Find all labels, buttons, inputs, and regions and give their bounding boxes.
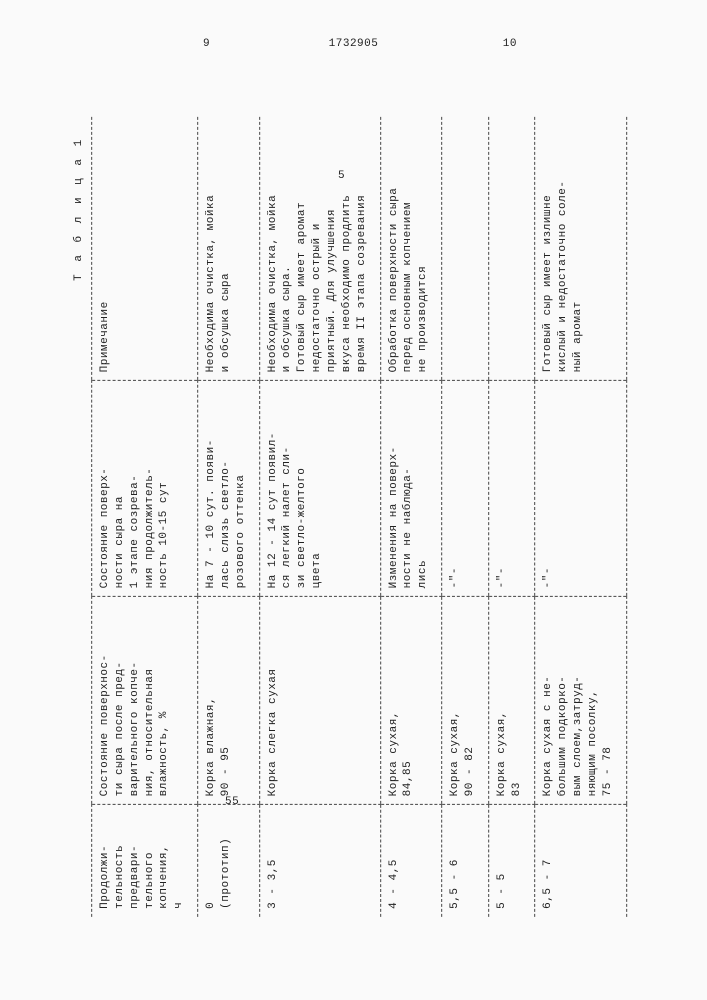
cell: Корка сухая, 83 bbox=[488, 597, 535, 805]
th-surface1: Состояние поверхнос- ти сыра после пред-… bbox=[92, 597, 198, 805]
table-row: 0 (прототип) Корка влажная, 90 - 95 На 7… bbox=[198, 117, 260, 917]
table-row: 4 - 4,5 Корка сухая, 84,85 Изменения на … bbox=[380, 117, 442, 917]
page-header: 9 1732905 10 bbox=[0, 38, 707, 50]
cell: 5,5 - 6 bbox=[442, 805, 489, 917]
cell: Корка сухая, 90 - 82 bbox=[442, 597, 489, 805]
th-surface2: Состояние поверх- ности сыра на 1 этапе … bbox=[92, 381, 198, 597]
cell: Изменения на поверх- ности не наблюда- л… bbox=[380, 381, 442, 597]
cell: Готовый сыр имеет излишне кислый и недос… bbox=[535, 117, 626, 381]
table-row: 5 - 5 Корка сухая, 83 -"- bbox=[488, 117, 535, 917]
cell: 4 - 4,5 bbox=[380, 805, 442, 917]
cell: -"- bbox=[488, 381, 535, 597]
cell: 0 (прототип) bbox=[198, 805, 260, 917]
cell: Корка сухая с не- большим подкорко- вым … bbox=[535, 597, 626, 805]
cell: Обработка поверхности сыра перед основны… bbox=[380, 117, 442, 381]
table-container: Т а б л и ц а 1 Продолжи- тельность пред… bbox=[73, 117, 627, 917]
cell: 5 - 5 bbox=[488, 805, 535, 917]
data-table: Продолжи- тельность предвари- тельного к… bbox=[91, 117, 627, 917]
table-caption: Т а б л и ц а 1 bbox=[73, 117, 85, 917]
th-note: Примечание bbox=[92, 117, 198, 381]
document-number: 1732905 bbox=[329, 38, 379, 50]
table-row: 6,5 - 7 Корка сухая с не- большим подкор… bbox=[535, 117, 626, 917]
cell: Корка влажная, 90 - 95 bbox=[198, 597, 260, 805]
cell: 3 - 3,5 bbox=[259, 805, 380, 917]
cell: Корка сухая, 84,85 bbox=[380, 597, 442, 805]
cell bbox=[442, 117, 489, 381]
cell: -"- bbox=[442, 381, 489, 597]
page-number-left: 9 bbox=[203, 38, 210, 50]
cell bbox=[488, 117, 535, 381]
cell: Необходима очистка, мойка и обсушка сыра bbox=[198, 117, 260, 381]
th-duration: Продолжи- тельность предвари- тельного к… bbox=[92, 805, 198, 917]
cell: -"- bbox=[535, 381, 626, 597]
table-row: 5,5 - 6 Корка сухая, 90 - 82 -"- bbox=[442, 117, 489, 917]
cell: 6,5 - 7 bbox=[535, 805, 626, 917]
table-header-row: Продолжи- тельность предвари- тельного к… bbox=[92, 117, 198, 917]
cell: На 12 - 14 сут появил- ся легкий налет с… bbox=[259, 381, 380, 597]
page-number-right: 10 bbox=[503, 38, 517, 50]
cell: На 7 - 10 сут. появи- лась слизь светло-… bbox=[198, 381, 260, 597]
cell: Необходима очистка, мойка и обсушка сыра… bbox=[259, 117, 380, 381]
cell: Корка слегка сухая bbox=[259, 597, 380, 805]
table-row: 3 - 3,5 Корка слегка сухая На 12 - 14 су… bbox=[259, 117, 380, 917]
